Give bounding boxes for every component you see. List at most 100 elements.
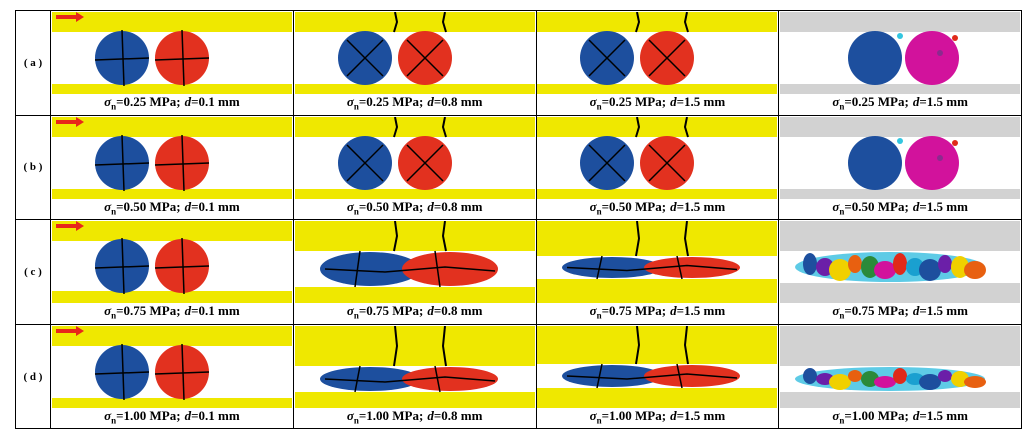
crack (648, 144, 686, 182)
grain-left (94, 135, 149, 190)
panel-cell: σn=0.50 MPa; d=0.8 mm (292, 114, 537, 221)
shear-arrow (55, 325, 84, 336)
top-band (537, 116, 778, 137)
simulation-panel (294, 116, 535, 199)
grain-left (94, 31, 149, 85)
crack (181, 134, 185, 191)
stress-subscript: n (596, 101, 602, 112)
stress-value: =1.00 MPa; (844, 407, 909, 423)
bottom-band (51, 188, 292, 199)
stress-subscript: n (839, 415, 845, 426)
stress-symbol: σ (832, 407, 840, 423)
simulation-panel (537, 325, 778, 408)
crack (596, 363, 604, 388)
crack (588, 144, 626, 182)
panel-cell: σn=1.00 MPa; d=0.1 mm (50, 323, 294, 429)
grain-right (905, 135, 960, 190)
displacement-value: =0.1 mm (191, 198, 240, 214)
displacement-value: =1.5 mm (676, 94, 726, 109)
crack (684, 116, 690, 137)
fragment (874, 375, 897, 388)
stress-subscript: n (839, 310, 845, 321)
stress-symbol: σ (104, 94, 112, 109)
bottom-band (294, 84, 535, 94)
crack (392, 221, 398, 252)
fragment (919, 259, 942, 282)
crack (121, 343, 125, 400)
fragment (937, 50, 944, 56)
crack (567, 373, 738, 380)
top-band (294, 12, 535, 32)
grain-left (848, 31, 903, 85)
bottom-band (780, 188, 1021, 199)
simulation-panel (51, 116, 292, 199)
stress-subscript: n (111, 310, 117, 321)
top-band (51, 325, 292, 346)
top-band (294, 116, 535, 137)
shear-arrow (55, 12, 84, 22)
crack (392, 116, 398, 137)
bottom-band (51, 84, 292, 94)
grain-right (154, 135, 209, 190)
top-band (537, 325, 778, 364)
stress-subscript: n (353, 206, 359, 217)
panel-cell: σn=0.75 MPa; d=1.5 mm (778, 219, 1022, 325)
bottom-band (780, 84, 1021, 94)
displacement-symbol: d (184, 94, 192, 109)
displacement-value: =1.5 mm (676, 198, 726, 214)
top-band (51, 116, 292, 137)
panel-caption: σn=0.75 MPa; d=0.1 mm (51, 303, 293, 324)
fragment (803, 367, 818, 384)
crack (684, 221, 690, 257)
grain-right (154, 344, 209, 399)
grain-left (319, 366, 420, 391)
displacement-value: =0.8 mm (433, 407, 483, 423)
stress-value: =0.25 MPa; (844, 94, 909, 109)
stress-subscript: n (839, 101, 845, 112)
stress-subscript: n (353, 310, 359, 321)
displacement-value: =0.8 mm (433, 198, 483, 214)
panel-caption: σn=0.25 MPa; d=0.1 mm (51, 94, 293, 115)
panel-cell: σn=0.75 MPa; d=0.8 mm (292, 219, 537, 325)
fragment (964, 261, 987, 280)
displacement-symbol: d (427, 303, 434, 319)
crack (441, 221, 447, 252)
bottom-band (537, 387, 778, 408)
panel-caption: σn=0.50 MPa; d=0.1 mm (51, 199, 293, 220)
grain-right (644, 257, 741, 279)
grid-body: ( a ) σn=0.25 MPa; d=0.1 mm σn=0.25 MPa; d=0… (15, 10, 1022, 429)
crack (324, 266, 495, 273)
bottom-band (51, 291, 292, 304)
stress-subscript: n (353, 101, 359, 112)
bottom-band (780, 283, 1021, 304)
stress-value: =0.75 MPa; (601, 303, 667, 319)
grain-left (562, 257, 663, 279)
panel-cell: σn=0.75 MPa; d=1.5 mm (535, 219, 780, 325)
grain-right (401, 252, 498, 287)
stress-subscript: n (596, 206, 602, 217)
grain-right (154, 31, 209, 85)
figure-grid: ( a ) σn=0.25 MPa; d=0.1 mm σn=0.25 MPa; d=0… (15, 10, 1022, 429)
panel-cell: σn=0.50 MPa; d=1.5 mm (535, 114, 780, 221)
grain-left (319, 252, 420, 287)
crack (635, 116, 641, 137)
panel-cell: σn=0.25 MPa; d=1.5 mm (535, 10, 780, 116)
fragment (897, 137, 904, 144)
crack (353, 365, 361, 392)
top-band (780, 221, 1021, 252)
displacement-value: =1.5 mm (919, 94, 968, 109)
stress-value: =0.50 MPa; (601, 198, 667, 214)
row-label: ( c ) (15, 219, 51, 325)
grain-right (154, 239, 209, 294)
stress-value: =0.75 MPa; (844, 303, 909, 319)
panel-cell: σn=1.00 MPa; d=1.5 mm (778, 323, 1022, 429)
stress-subscript: n (839, 206, 845, 217)
stress-subscript: n (111, 415, 117, 426)
fragment (919, 373, 942, 390)
grain-left (562, 364, 663, 387)
panel-caption: σn=1.00 MPa; d=1.5 mm (779, 408, 1021, 429)
crack (588, 39, 626, 77)
panel-cell: σn=0.25 MPa; d=1.5 mm (778, 10, 1022, 116)
bottom-band (294, 391, 535, 408)
panel-cell: σn=0.75 MPa; d=0.1 mm (50, 219, 294, 325)
